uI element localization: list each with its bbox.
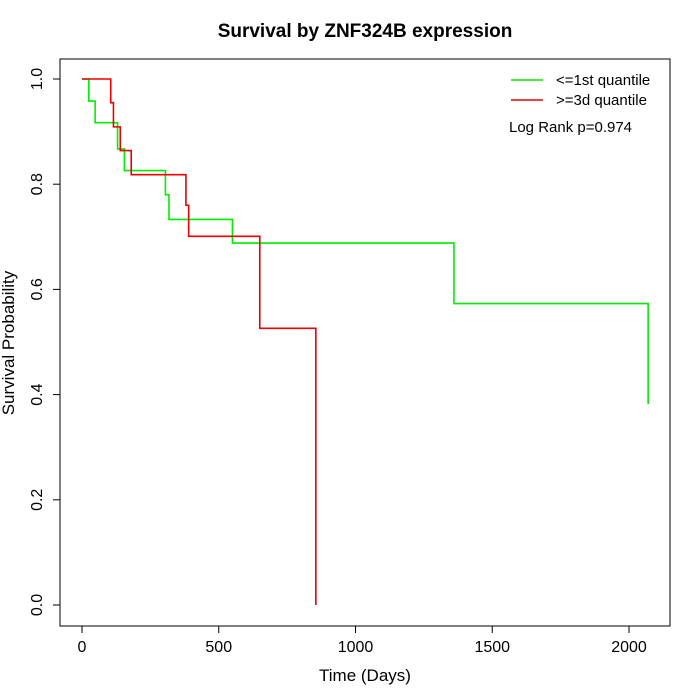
x-tick-label: 0 <box>78 639 87 656</box>
y-tick-label: 0.0 <box>29 594 46 616</box>
x-tick-label: 1000 <box>338 639 374 656</box>
legend-label: >=3d quantile <box>556 92 647 109</box>
y-tick-label: 1.0 <box>29 68 46 90</box>
y-tick-label: 0.2 <box>29 489 46 511</box>
x-tick-label: 1500 <box>474 639 510 656</box>
y-tick-label: 0.6 <box>29 278 46 300</box>
series-layer <box>82 78 649 605</box>
y-tick-label: 0.4 <box>29 383 46 405</box>
survival-curve-1 <box>82 78 649 405</box>
legend-label: <=1st quantile <box>556 72 650 89</box>
plot-area: 0 500 1000 1500 2000 0.0 0.2 0.4 0.6 0.8 1.0 <box>29 58 671 656</box>
plot-frame <box>59 58 671 627</box>
legend: <=1st quantile >=3d quantile <box>511 72 650 109</box>
y-tick-label: 0.8 <box>29 173 46 195</box>
x-tick-label: 2000 <box>611 639 647 656</box>
survival-curve-2 <box>82 78 317 605</box>
x-tick-label: 500 <box>205 639 232 656</box>
log-rank-annotation: Log Rank p=0.974 <box>509 119 632 136</box>
x-axis: 0 500 1000 1500 2000 <box>78 625 647 656</box>
y-axis: 0.0 0.2 0.4 0.6 0.8 1.0 <box>29 68 61 616</box>
chart-title: Survival by ZNF324B expression <box>218 21 513 42</box>
x-axis-title: Time (Days) <box>319 666 411 685</box>
y-axis-title: Survival Probability <box>0 270 18 415</box>
